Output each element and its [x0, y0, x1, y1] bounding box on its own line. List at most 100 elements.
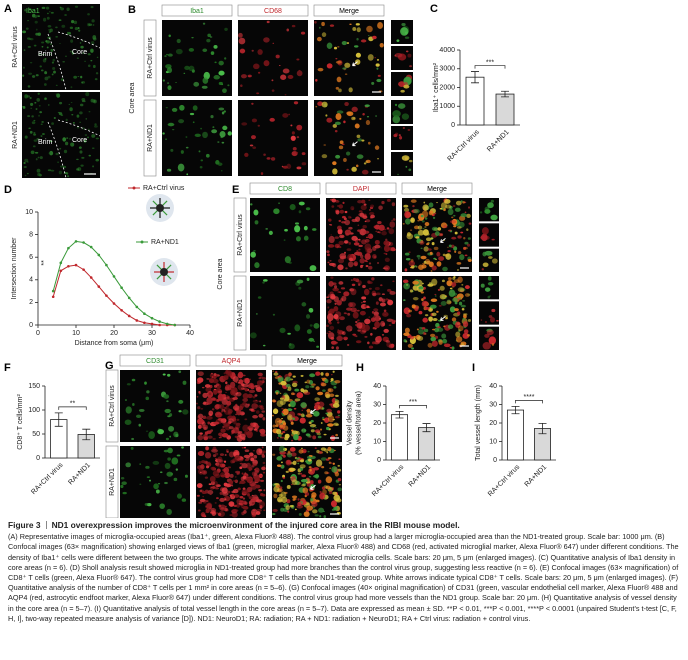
cell	[44, 76, 49, 81]
cell	[301, 302, 307, 307]
cell	[229, 473, 234, 478]
cell	[423, 201, 426, 204]
cell	[457, 269, 459, 271]
cell	[273, 208, 280, 215]
cell	[252, 415, 258, 419]
point	[150, 322, 154, 326]
cell	[430, 237, 434, 240]
cell	[249, 481, 256, 487]
cell	[397, 103, 406, 109]
cell	[49, 140, 53, 143]
cell	[181, 498, 187, 502]
cell	[377, 231, 380, 233]
error-bar	[538, 422, 547, 435]
cell	[304, 492, 310, 496]
cell	[460, 200, 463, 203]
cell	[372, 254, 377, 259]
cell	[383, 240, 390, 246]
row-label-box	[233, 197, 247, 273]
cell	[355, 321, 358, 324]
cell	[330, 374, 333, 376]
cell	[319, 465, 322, 468]
cell	[79, 121, 82, 123]
column-header: Iba1	[190, 8, 204, 15]
cell	[145, 396, 150, 401]
cell	[239, 496, 244, 499]
cell	[153, 483, 159, 490]
cell	[380, 247, 382, 249]
cell	[297, 462, 300, 465]
cell	[444, 199, 451, 204]
cell	[255, 484, 261, 489]
cell	[200, 408, 204, 410]
cell	[227, 84, 230, 87]
cell	[364, 318, 371, 325]
cell	[321, 416, 325, 420]
cell	[322, 389, 326, 392]
cell	[305, 433, 311, 437]
cell	[403, 282, 410, 290]
cell	[55, 152, 59, 156]
cell	[278, 202, 280, 204]
cell	[331, 205, 335, 208]
row-label: RA+ND1	[147, 124, 154, 152]
cell	[454, 207, 461, 212]
y-axis-label: (% vessel/total area)	[355, 391, 362, 455]
cell	[442, 266, 448, 272]
cell	[354, 123, 360, 129]
cell	[311, 492, 317, 498]
cell	[213, 421, 220, 425]
cell	[171, 107, 178, 112]
cell	[253, 428, 258, 431]
cell	[183, 72, 186, 74]
cell	[353, 45, 359, 48]
cell	[357, 199, 363, 204]
y-tick-label: 0	[451, 122, 455, 129]
cell	[51, 122, 54, 125]
cell	[219, 131, 226, 138]
cell	[389, 221, 396, 228]
cell	[400, 27, 409, 36]
cell	[198, 468, 204, 475]
cell	[407, 129, 411, 131]
cell	[261, 410, 266, 413]
cell	[125, 462, 131, 468]
cell	[212, 126, 215, 128]
cell	[286, 452, 293, 458]
cell	[351, 106, 358, 113]
cell	[337, 46, 340, 48]
cell	[464, 285, 470, 290]
cell	[184, 65, 190, 71]
x-axis-label: Distance from soma (μm)	[75, 340, 154, 347]
cell	[333, 46, 338, 50]
cell	[27, 115, 31, 118]
cell	[276, 436, 279, 439]
cell	[280, 74, 287, 80]
cell	[368, 287, 372, 290]
cell	[331, 466, 338, 473]
cell	[198, 392, 201, 395]
micrograph	[479, 276, 499, 300]
cell	[328, 321, 332, 325]
cell	[220, 474, 226, 478]
image-bg	[250, 276, 320, 350]
cell	[292, 375, 296, 378]
cell	[334, 129, 338, 133]
cell	[366, 25, 373, 33]
point	[74, 263, 78, 267]
cell	[394, 53, 403, 58]
cell	[227, 131, 232, 136]
cell	[255, 386, 263, 393]
cell	[297, 472, 301, 475]
cell	[335, 210, 340, 215]
cell	[272, 513, 276, 515]
cell	[303, 391, 311, 396]
cell	[37, 172, 41, 177]
cell	[399, 136, 403, 140]
cell	[220, 170, 223, 172]
cell	[241, 446, 245, 449]
cell	[90, 59, 93, 62]
cell	[226, 451, 229, 453]
cell	[205, 387, 212, 393]
cell	[334, 449, 336, 451]
